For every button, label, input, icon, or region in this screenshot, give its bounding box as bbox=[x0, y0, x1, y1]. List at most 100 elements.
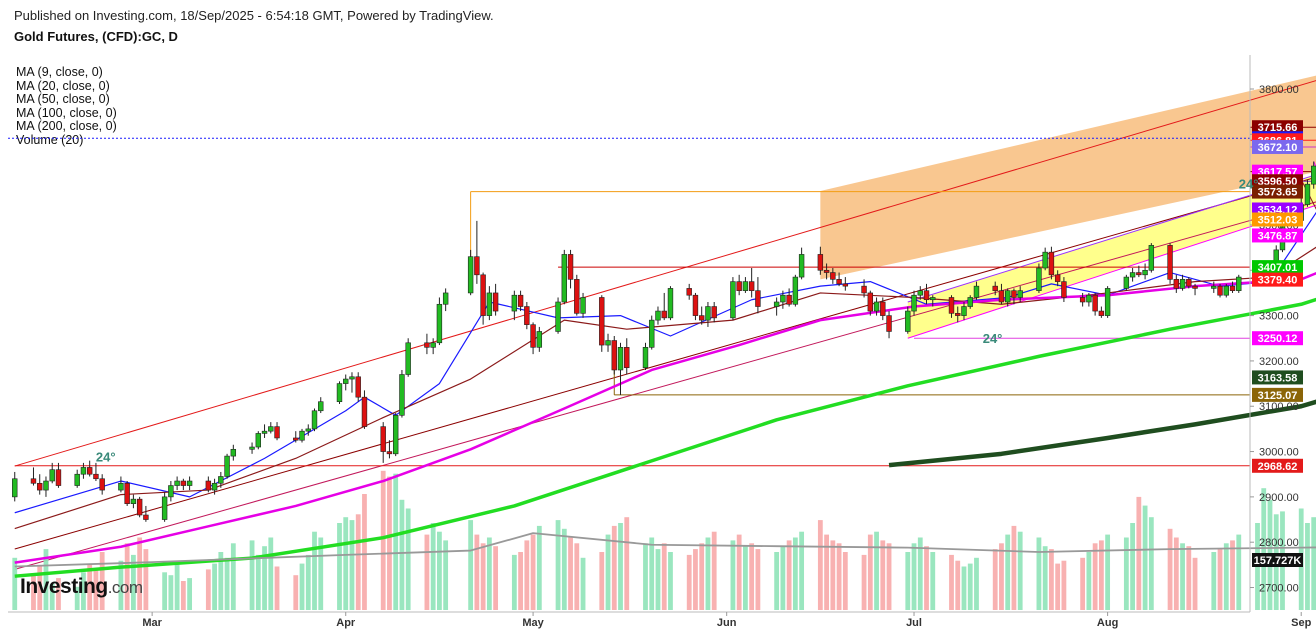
volume-bar bbox=[74, 586, 80, 610]
time-tick-label: Jul bbox=[906, 617, 922, 629]
volume-bar bbox=[81, 572, 86, 610]
volume-bar bbox=[443, 540, 449, 610]
volume-bar bbox=[1036, 537, 1042, 610]
volume-bar bbox=[118, 560, 124, 610]
volume-bar bbox=[399, 499, 405, 610]
ma-line bbox=[14, 532, 1316, 568]
candle bbox=[692, 294, 699, 316]
volume-bar bbox=[699, 543, 705, 610]
legend-ma200[interactable]: MA (200, close, 0) bbox=[16, 119, 117, 134]
volume-bar bbox=[1092, 543, 1098, 610]
price-label-box bbox=[1252, 228, 1303, 243]
volume-bar bbox=[1305, 523, 1310, 610]
volume-bar bbox=[824, 534, 829, 610]
candle bbox=[49, 469, 55, 482]
volume-bar bbox=[1236, 534, 1242, 610]
candle bbox=[1142, 269, 1148, 276]
volume-bar bbox=[974, 557, 979, 610]
candle bbox=[386, 451, 393, 455]
candle bbox=[174, 480, 180, 486]
volume-bar bbox=[1261, 488, 1267, 610]
volume-bar bbox=[486, 537, 492, 610]
candle bbox=[992, 285, 998, 291]
candle bbox=[1086, 294, 1092, 303]
candle bbox=[1173, 279, 1180, 289]
volume-bar bbox=[518, 552, 523, 610]
price-label-text: 3573.65 bbox=[1258, 187, 1298, 199]
published-note: Published on Investing.com, 18/Sep/2025 … bbox=[14, 8, 494, 23]
price-tick-label: 3800.00 bbox=[1259, 84, 1299, 96]
legend-volume[interactable]: Volume (20) bbox=[16, 132, 84, 147]
candle bbox=[642, 347, 649, 369]
candle bbox=[1211, 285, 1217, 289]
candle bbox=[218, 476, 224, 484]
volume-bar bbox=[874, 531, 879, 610]
volume-bar bbox=[961, 566, 967, 610]
legend-ma20[interactable]: MA (20, close, 0) bbox=[16, 78, 110, 93]
candle bbox=[30, 478, 37, 484]
volume-bar bbox=[755, 549, 761, 610]
volume-bar bbox=[337, 523, 342, 610]
candle bbox=[55, 469, 62, 486]
candle bbox=[555, 301, 561, 332]
candle bbox=[486, 292, 493, 316]
legend-ma9[interactable]: MA (9, close, 0) bbox=[16, 65, 103, 79]
volume-bar bbox=[305, 554, 311, 610]
price-label-box bbox=[1252, 260, 1303, 275]
volume-bar bbox=[880, 540, 886, 610]
candle bbox=[293, 437, 299, 441]
candle bbox=[467, 256, 474, 294]
candle bbox=[336, 383, 343, 403]
legend-ma50[interactable]: MA (50, close, 0) bbox=[16, 92, 110, 107]
candle bbox=[524, 306, 530, 325]
volume-bar bbox=[1055, 563, 1061, 610]
volume-bar bbox=[224, 557, 230, 610]
volume-bar bbox=[312, 531, 317, 610]
volume-bar bbox=[992, 549, 998, 610]
candle bbox=[580, 297, 586, 314]
candle bbox=[143, 514, 149, 520]
volume-bar bbox=[349, 520, 355, 610]
volume-bar bbox=[799, 531, 805, 610]
volume-bar bbox=[955, 560, 961, 610]
volume-bar bbox=[255, 554, 261, 610]
price-label-text: 3512.03 bbox=[1258, 215, 1298, 227]
candle bbox=[1092, 294, 1098, 312]
candle bbox=[93, 473, 99, 480]
base-trendline bbox=[14, 201, 1316, 570]
volume-bar bbox=[924, 546, 929, 610]
volume-bar bbox=[1192, 557, 1198, 610]
volume-bar bbox=[1217, 549, 1223, 610]
candle bbox=[1236, 276, 1242, 291]
candle bbox=[530, 324, 536, 348]
volume-bar bbox=[468, 520, 474, 610]
volume-bar bbox=[999, 543, 1004, 610]
ma-line bbox=[14, 271, 1316, 564]
volume-bar bbox=[867, 534, 873, 610]
volume-bar bbox=[917, 537, 923, 610]
volume-bar bbox=[43, 549, 49, 610]
candle bbox=[299, 430, 305, 441]
candle bbox=[649, 319, 655, 348]
candle bbox=[661, 310, 667, 319]
candle bbox=[211, 482, 218, 491]
volume-bar bbox=[218, 552, 224, 610]
volume-bar bbox=[31, 575, 36, 610]
candle bbox=[823, 269, 830, 273]
ma-line bbox=[888, 399, 1316, 468]
candle bbox=[830, 272, 836, 280]
candle bbox=[923, 290, 930, 301]
candle bbox=[355, 376, 361, 398]
candle bbox=[836, 279, 842, 285]
legend-ma100[interactable]: MA (100, close, 0) bbox=[16, 105, 117, 120]
candle bbox=[1186, 279, 1192, 287]
volume-bar bbox=[343, 517, 349, 610]
candle bbox=[74, 473, 80, 486]
candle bbox=[698, 315, 705, 321]
volume-bar bbox=[131, 554, 136, 610]
volume-bar bbox=[293, 575, 299, 610]
volume-bar bbox=[1142, 505, 1148, 610]
candle bbox=[268, 426, 274, 432]
volume-bar bbox=[437, 531, 442, 610]
